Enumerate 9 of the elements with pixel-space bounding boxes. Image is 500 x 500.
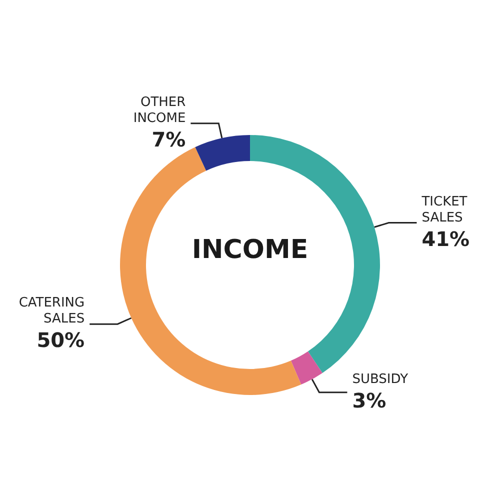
slice-label: CATERING SALES	[18, 296, 85, 327]
data-label: 41%	[422, 226, 470, 251]
data-label: 7%	[152, 127, 186, 152]
slice-label: TICKET SALES	[420, 194, 468, 226]
slice-label: SUBSIDY	[352, 372, 408, 387]
data-label: 3%	[352, 388, 386, 412]
slice-label: OTHER INCOME	[133, 94, 186, 126]
data-label: 50%	[36, 328, 85, 352]
text: INCOME	[192, 235, 308, 265]
